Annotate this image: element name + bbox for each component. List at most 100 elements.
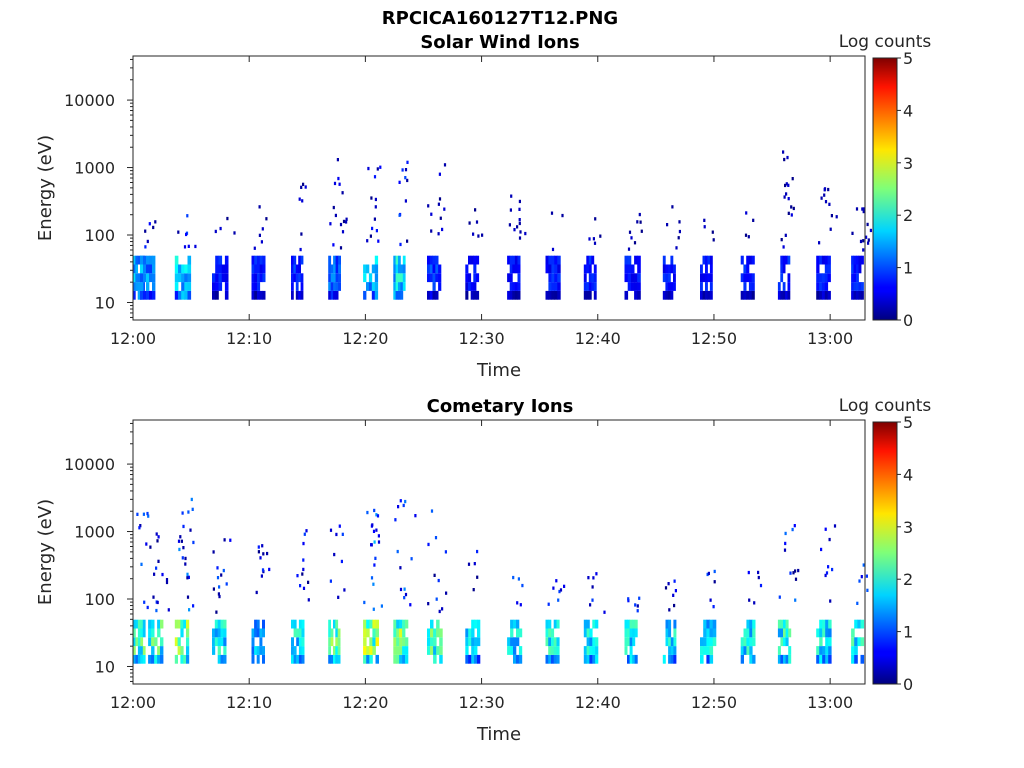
spectrogram-cell [593,264,597,274]
spectrogram-cell [328,273,332,283]
spectrogram-cell [820,547,823,552]
spectrogram-cell [662,264,666,274]
spectrogram-cell [851,628,855,638]
spectrogram-cell [335,628,339,638]
spectrogram-cell [740,637,744,647]
spectrogram-cell [709,654,714,664]
x-axis-label: Time [476,360,521,381]
x-tick-label: 12:00 [110,329,156,348]
spectrogram-cell [827,290,831,300]
spectrogram-cell [363,619,367,629]
spectrogram-cell [757,575,760,580]
spectrogram-cell [747,235,750,239]
spectrogram-cell [592,619,596,629]
spectrogram-cell [143,600,146,604]
spectrogram-cell [593,273,597,283]
spectrogram-cell [790,213,793,217]
spectrogram-cell [403,596,406,600]
spectrogram-cell [427,255,431,265]
spectrogram-cell [589,628,593,638]
spectrogram-cell [146,605,149,610]
spectrogram-cell [518,654,523,664]
spectrogram-cell [266,551,269,556]
spectrogram-cell [586,619,590,629]
spectrogram-cell [181,556,184,560]
spectrogram-cell [749,619,753,629]
spectrogram-cell [137,654,141,664]
spectrogram-cell [583,619,587,629]
spectrogram-cell [828,646,832,655]
spectrogram-cell [828,628,832,638]
panel-title: Cometary Ions [427,396,574,417]
colorbar-tick-label: 0 [903,675,913,694]
spectrogram-cell [627,255,632,265]
spectrogram-cell [328,628,331,638]
spectrogram-cell [851,654,855,664]
spectrogram-cell [759,583,763,588]
spectrogram-cell [135,264,138,274]
spectrogram-cell [144,245,147,249]
spectrogram-cell [517,264,521,274]
spectrogram-cell [557,264,561,274]
spectrogram-cell [194,244,197,249]
spectrogram-cell [138,526,141,530]
spectrogram-cell [557,255,561,265]
x-axis-label: Time [476,724,521,745]
spectrogram-cell [140,628,144,638]
spectrogram-cell [212,273,216,283]
spectrogram-cell [330,628,334,638]
spectrogram-cell [291,255,294,265]
spectrogram-cell [740,273,744,283]
spectrogram-cell [851,231,854,235]
colorbar-ticks: 0 1 2 3 4 5 [897,49,913,330]
spectrogram-cell [709,264,713,274]
spectrogram-cell [665,273,669,283]
spectrogram-cell [377,540,381,544]
spectrogram-cell [259,556,262,560]
spectrogram-cell [554,290,558,300]
spectrogram-cell [510,619,514,629]
spectrogram-cell [712,628,717,638]
spectrogram-cell [671,205,674,209]
spectrogram-cell [634,619,638,629]
panel-cometary: Cometary Ions 12:00 12:10 12:20 12:30 12:40 1… [35,396,931,745]
spectrogram-cell [471,646,475,655]
spectrogram-cell [254,264,258,274]
spectrogram-cells [133,150,872,300]
spectrogram-cell [296,628,300,638]
spectrogram-cell [160,654,164,664]
spectrogram-cell [780,637,784,647]
spectrogram-cell [436,646,440,655]
spectrogram-cell [592,576,595,580]
spectrogram-cell [507,273,511,283]
spectrogram-cell [637,290,641,300]
spectrogram-cell [551,628,555,638]
spectrogram-cell [295,282,299,291]
spectrogram-cell [785,654,789,664]
spectrogram-cell [468,637,472,647]
spectrogram-cell [783,619,786,629]
spectrogram-cell [257,290,261,300]
spectrogram-cell [853,282,857,291]
spectrogram-cell [215,264,219,274]
spectrogram-cell [867,241,870,245]
spectrogram-cell [624,628,628,638]
spectrogram-cell [743,290,747,300]
spectrogram-cell [476,549,479,554]
spectrogram-cell [471,619,475,629]
spectrogram-cell [301,637,305,647]
spectrogram-cell [437,202,440,206]
spectrogram-cell [595,619,599,629]
spectrogram-cell [595,637,599,647]
spectrogram-cell [395,264,399,274]
spectrogram-cell [545,290,549,300]
spectrogram-cell [437,232,440,236]
spectrogram-cell [363,654,367,664]
spectrogram-cell [186,646,190,655]
spectrogram-cell [869,228,872,233]
spectrogram-cell [144,229,147,233]
spectrogram-cell [509,273,513,283]
spectrogram-cell [630,273,635,283]
spectrogram-cell [214,628,218,638]
spectrogram-cell [363,637,367,647]
